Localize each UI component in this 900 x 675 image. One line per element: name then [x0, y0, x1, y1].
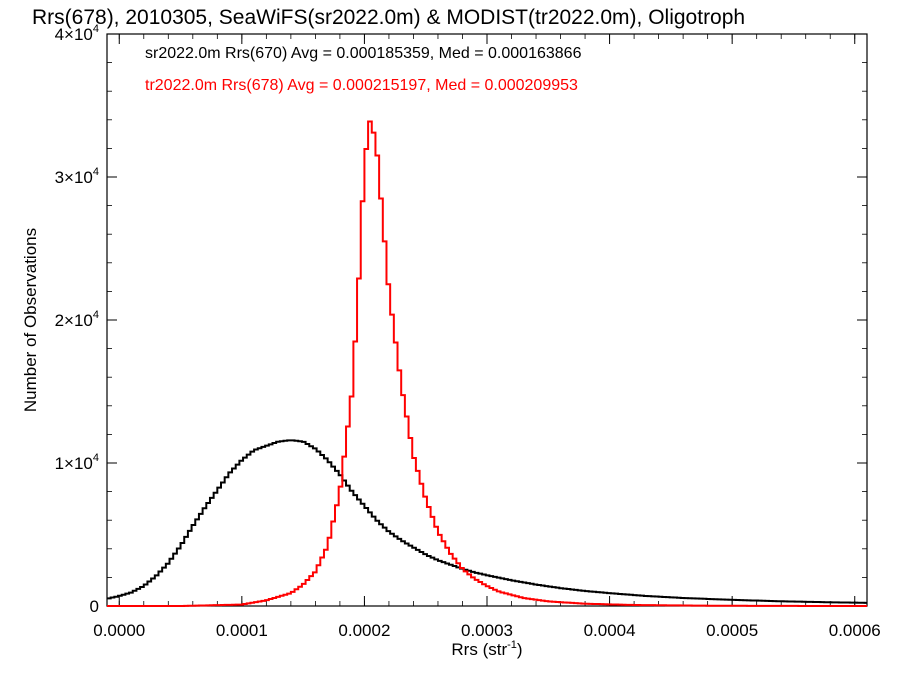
y-axis: 0 1×104 2×104 3×104 4×104: [55, 23, 867, 616]
x-axis-label-exponent: -1: [507, 639, 517, 651]
y-tick-label: 2×104: [55, 309, 99, 330]
x-tick-label: 0.0002: [338, 621, 390, 640]
x-tick-label: 0.0006: [829, 621, 881, 640]
legend: sr2022.0m Rrs(670) Avg = 0.000185359, Me…: [145, 45, 582, 94]
plot-frame: [106, 33, 868, 607]
x-tick-label: 0.0005: [706, 621, 758, 640]
x-tick-label: 0.0003: [461, 621, 513, 640]
legend-entry-1: sr2022.0m Rrs(670) Avg = 0.000185359, Me…: [145, 45, 582, 62]
series-layer: [107, 120, 867, 607]
x-tick-label: 0.0001: [216, 621, 268, 640]
y-tick-label: 1×104: [55, 452, 99, 473]
series-2-line: [107, 120, 867, 607]
x-axis: 0.0000 0.0001 0.0002 0.0003 0.0004 0.0005 0.00…: [93, 34, 881, 640]
y-axis-label: Number of Observations: [21, 228, 40, 412]
x-tick-label: 0.0000: [93, 621, 145, 640]
x-axis-label: Rrs (str-1): [451, 639, 522, 659]
chart-title: Rrs(678), 2010305, SeaWiFS(sr2022.0m) & …: [32, 6, 745, 29]
y-tick-label: 0: [90, 597, 99, 616]
legend-entry-2: tr2022.0m Rrs(678) Avg = 0.000215197, Me…: [145, 77, 578, 94]
series-1-line: [107, 439, 867, 604]
y-tick-label: 4×104: [55, 23, 99, 44]
y-tick-label: 3×104: [55, 166, 99, 187]
x-tick-label: 0.0004: [584, 621, 636, 640]
